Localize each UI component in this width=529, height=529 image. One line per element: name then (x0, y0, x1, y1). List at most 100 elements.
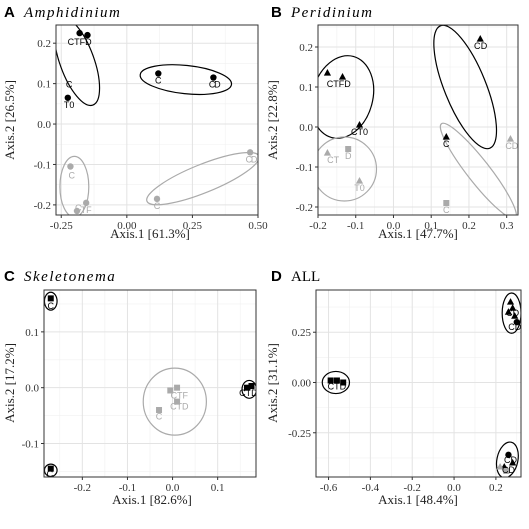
panel-letter: A (4, 4, 15, 21)
point-0-2 (243, 384, 250, 391)
x-axis-title: Axis.1 [48.4%] (378, 492, 458, 507)
y-tick-label: 0.1 (25, 327, 39, 339)
y-tick-label: -0.1 (34, 159, 51, 171)
point-0-0 (76, 29, 83, 37)
point-label-3: C (155, 76, 162, 86)
point-label-3: C (474, 41, 481, 51)
point-label-4: CD (502, 465, 515, 475)
point-1-4 (246, 149, 254, 156)
point-label-11: TF (81, 205, 92, 215)
point-label-2: C (443, 139, 450, 149)
point-label-10: C (443, 205, 450, 215)
x-tick-label: 0.1 (211, 482, 225, 494)
point-1-2 (355, 177, 364, 184)
x-tick-label: 0.2 (462, 220, 476, 232)
point-label-6: D (345, 151, 352, 161)
ellipse-1 (433, 25, 498, 150)
point-label-9: D (512, 141, 519, 151)
y-tick-label: -0.1 (22, 439, 39, 451)
point-1-2 (156, 407, 163, 414)
x-tick-label: 0.0 (387, 220, 401, 232)
y-tick-label: 0.1 (37, 79, 51, 91)
point-0-5 (327, 377, 334, 384)
x-axis-title: Axis.1 [47.7%] (378, 226, 458, 241)
point-1-4 (506, 135, 515, 142)
point-1-1 (174, 384, 181, 391)
point-label-1: CD (508, 322, 521, 332)
x-tick-label: -0.1 (119, 482, 136, 494)
ellipse-0 (56, 25, 101, 107)
point-label-1: C (47, 469, 54, 479)
point-0-4 (210, 74, 217, 81)
y-tick-label: -0.2 (296, 202, 313, 214)
point-label-1: C (66, 80, 73, 90)
plot-border (43, 289, 257, 478)
panel-title: Skeletonema (24, 269, 116, 285)
ellipse-3 (146, 151, 258, 206)
plot-border (55, 24, 259, 216)
point-label-4: C (209, 80, 216, 90)
ellipse-2 (59, 155, 90, 215)
point-label-4: CTD (170, 402, 189, 412)
point-0-3 (155, 70, 162, 77)
point-0-3 (442, 133, 450, 140)
y-tick-label: 0.2 (37, 38, 51, 50)
point-label-3: CD (504, 455, 517, 465)
point-1-3 (174, 398, 181, 405)
ellipse-2 (241, 379, 256, 399)
point-0-1 (338, 73, 347, 80)
point-0-4 (504, 308, 513, 315)
point-label-3: CTF (171, 390, 189, 400)
point-1-0 (67, 163, 74, 170)
point-0-9 (509, 458, 517, 466)
x-tick-label: 0.25 (183, 220, 203, 232)
y-tick-label: 0.0 (25, 383, 39, 395)
point-0-1 (47, 465, 54, 472)
point-label-8: C (505, 141, 512, 151)
point-0-0 (506, 298, 515, 305)
x-tick-label: 0.0 (447, 482, 461, 494)
point-label-2: CTD (239, 388, 258, 398)
point-0-0 (47, 295, 54, 302)
point-0-3 (248, 383, 255, 390)
y-tick-label: 0.0 (37, 119, 51, 131)
point-1-0 (167, 387, 174, 394)
y-tick-label: -0.2 (34, 200, 51, 212)
panel-title: ALL (291, 269, 320, 285)
ellipse-2 (495, 441, 519, 477)
point-label-6: C (68, 171, 75, 181)
panel-title: Amphidinium (23, 5, 121, 21)
x-axis-title: Axis.1 [82.6%] (112, 492, 192, 507)
y-axis-title: Axis.2 [17.2%] (2, 343, 17, 423)
point-0-2 (511, 312, 519, 319)
point-1-1 (503, 467, 510, 474)
panel-letter: B (271, 4, 282, 21)
plot-border (315, 289, 522, 478)
y-axis-title: Axis.2 [26.5%] (2, 80, 17, 160)
x-tick-label: 0.00 (117, 220, 137, 232)
point-0-1 (509, 304, 517, 311)
point-0-7 (340, 379, 347, 386)
point-1-1 (82, 199, 90, 207)
y-axis-title: Axis.2 [31.1%] (265, 343, 280, 423)
ellipse-3 (439, 122, 517, 215)
point-label-5: D (214, 80, 221, 90)
point-label-5: CT (327, 155, 339, 165)
x-tick-label: -0.1 (347, 220, 364, 232)
panel-letter: D (271, 268, 282, 285)
point-0-6 (333, 377, 340, 384)
point-0-0 (323, 69, 332, 76)
ellipse-0 (318, 55, 375, 139)
plot-content: C C CTD CTF CTD C (44, 291, 258, 479)
panel-c-skeletonema: C C CTD CTF CTD C -0.2 -0.1 0.0 0.1 -0.1 0.0 0.1 C Ske… (2, 268, 258, 507)
x-tick-label: -0.6 (320, 482, 338, 494)
y-tick-label: 0.00 (292, 377, 312, 389)
point-label-0: CD (506, 308, 519, 318)
x-axis-title: Axis.1 [61.3%] (110, 226, 190, 241)
point-0-4 (476, 35, 484, 42)
point-label-2: T0 (64, 100, 75, 110)
point-0-3 (513, 318, 521, 326)
